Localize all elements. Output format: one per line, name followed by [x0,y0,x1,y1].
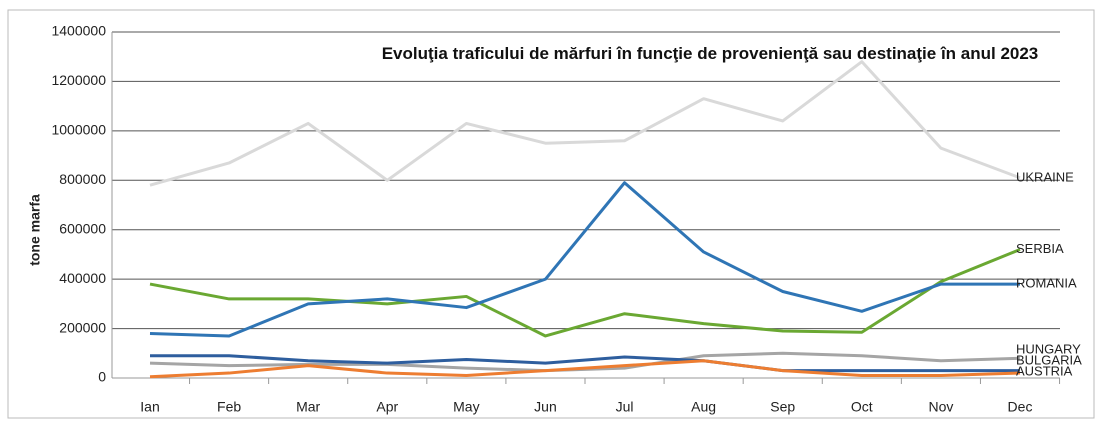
x-tick-label: May [453,399,479,415]
series-label: AUSTRIA [1016,363,1073,378]
y-tick-label: 0 [98,369,106,385]
series-label: BULGARIA [1016,352,1082,367]
series-label: UKRAINE [1016,169,1074,184]
y-tick-label: 800000 [59,171,106,187]
series-line [150,354,1020,373]
y-tick-label: 1000000 [51,122,106,138]
series-line [149,60,1021,187]
y-tick-label: 400000 [59,270,106,286]
y-tick-label: 600000 [59,220,106,236]
series-label: ROMANIA [1016,276,1077,291]
x-tick-label: Apr [376,399,398,415]
x-tick-label: Jul [616,399,634,415]
x-tick-label: Dec [1008,399,1033,415]
x-tick-label: Mar [296,399,320,415]
series-label: HUNGARY [1016,341,1081,356]
x-tick-label: Oct [851,399,873,415]
y-tick-label: 1400000 [51,23,106,39]
chart-frame [7,9,1095,419]
chart-title: Evoluţia traficului de mărfuri în funcţi… [381,44,1039,63]
x-tick-label: Aug [691,399,716,415]
series-label: SERBIA [1016,241,1064,256]
y-tick-label: 200000 [59,319,106,335]
x-tick-label: Ian [140,399,159,415]
x-tick-label: Feb [217,399,241,415]
y-axis-label: tone marfa [27,194,43,266]
series-line [149,248,1021,338]
series-line [149,181,1020,338]
x-tick-label: Nov [928,399,953,415]
x-tick-label: Sep [770,399,795,415]
x-tick-label: Jun [534,399,557,415]
y-tick-label: 1200000 [51,72,106,88]
series-line [149,359,1021,379]
